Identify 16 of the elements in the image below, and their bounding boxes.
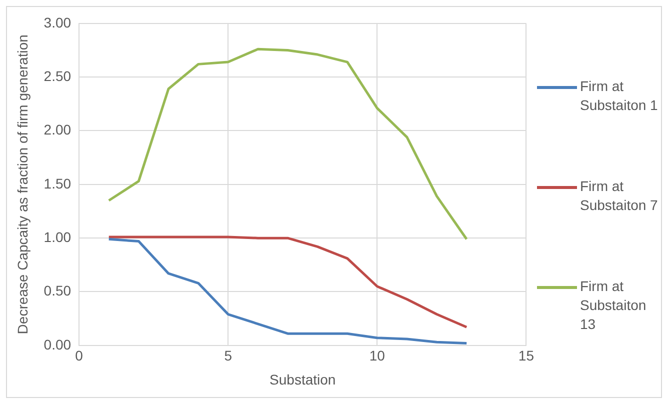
x-tick-label: 15	[518, 348, 534, 364]
legend-label: Firm at Substaiton 7	[580, 177, 659, 215]
y-tick-label: 0.00	[44, 336, 72, 352]
legend-label: Firm at Substaiton 1	[580, 77, 659, 115]
y-axis-title: Decrease Capcaity as fraction of firm generation	[14, 34, 30, 334]
x-tick-label: 5	[224, 348, 232, 364]
y-tick-label: 1.00	[44, 228, 72, 245]
x-axis-title: Substation	[270, 371, 336, 388]
y-tick-label: 3.00	[44, 14, 72, 30]
y-tick-label: 2.50	[44, 68, 72, 84]
y-tick-label: 0.50	[44, 282, 72, 299]
legend-label: Firm at Substaiton 13	[580, 277, 648, 334]
y-tick-label: 2.00	[44, 122, 72, 138]
x-tick-label: 0	[75, 348, 84, 364]
y-tick-label: 1.50	[44, 175, 72, 192]
x-tick-label: 10	[369, 348, 386, 364]
